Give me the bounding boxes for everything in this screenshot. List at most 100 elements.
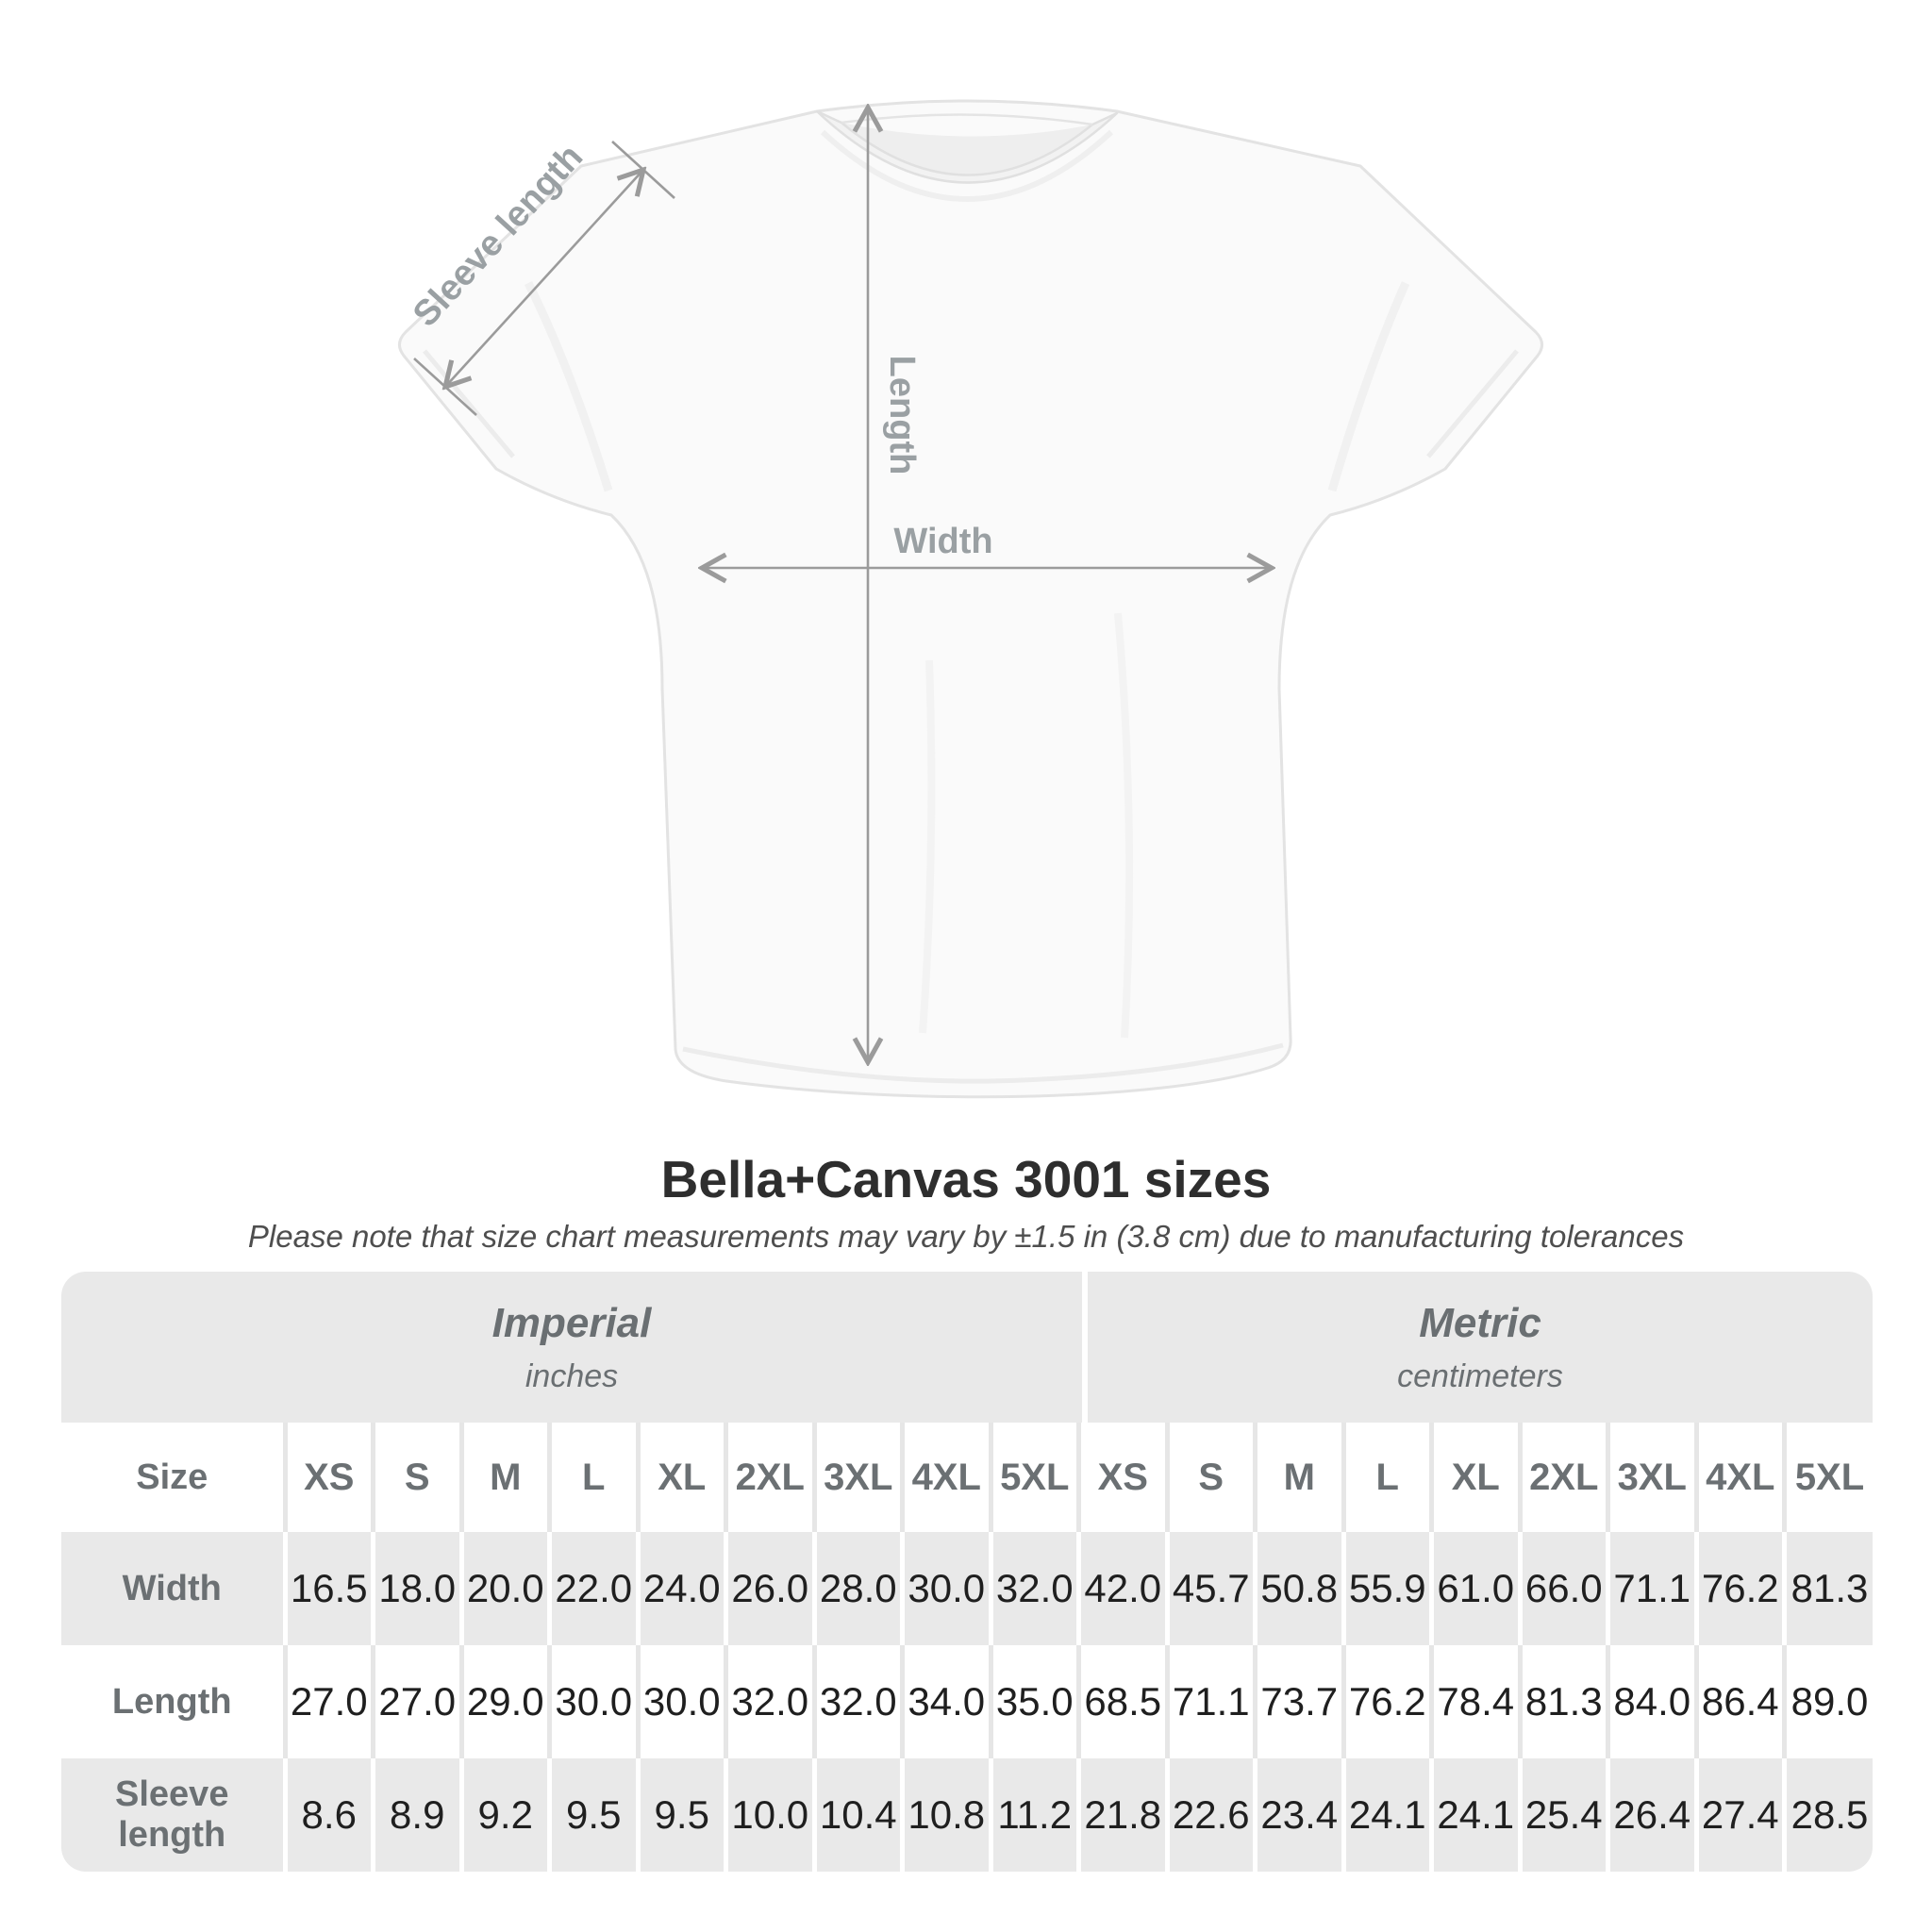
value-cell: 32.0 (724, 1645, 814, 1758)
size-cell: 2XL (724, 1423, 814, 1532)
table-row: Length 27.0 27.0 29.0 30.0 30.0 32.0 32.0 34.0 35… (61, 1645, 1873, 1758)
size-cell: 2XL (1517, 1423, 1608, 1532)
metric-label: Metric (1419, 1299, 1541, 1346)
size-cell: 4XL (900, 1423, 991, 1532)
value-cell: 81.3 (1517, 1645, 1608, 1758)
value-cell: 24.1 (1429, 1758, 1520, 1872)
size-cell: 5XL (988, 1423, 1079, 1532)
size-cell: L (547, 1423, 638, 1532)
row-label-cell: Length (61, 1645, 285, 1758)
value-cell: 22.6 (1164, 1758, 1256, 1872)
value-cell: 27.4 (1693, 1758, 1785, 1872)
value-cell: 71.1 (1606, 1532, 1696, 1645)
value-cell: 24.1 (1341, 1758, 1432, 1872)
value-cell: 8.6 (282, 1758, 374, 1872)
row-label-cell: Sleeve length (61, 1758, 285, 1872)
value-cell: 10.8 (900, 1758, 991, 1872)
value-cell: 76.2 (1341, 1645, 1432, 1758)
value-cell: 20.0 (458, 1532, 550, 1645)
value-cell: 25.4 (1517, 1758, 1608, 1872)
measurements-table: Size XS S M L XL 2XL 3XL 4XL 5XL XS S M L XL 2XL 3XL 4XL 5… (61, 1423, 1873, 1872)
value-cell: 55.9 (1341, 1532, 1432, 1645)
size-cell: S (371, 1423, 461, 1532)
value-cell: 9.2 (458, 1758, 550, 1872)
value-cell: 35.0 (988, 1645, 1079, 1758)
size-cell: 3XL (811, 1423, 903, 1532)
value-cell: 18.0 (371, 1532, 461, 1645)
size-cell: M (1253, 1423, 1343, 1532)
value-cell: 27.0 (371, 1645, 461, 1758)
size-column-header: Size (61, 1423, 285, 1532)
value-cell: 28.0 (811, 1532, 903, 1645)
unit-system-header-band: Imperial inches Metric centimeters (61, 1272, 1873, 1423)
value-cell: 45.7 (1164, 1532, 1256, 1645)
page-subtitle: Please note that size chart measurements… (247, 1219, 1685, 1254)
value-cell: 23.4 (1253, 1758, 1343, 1872)
size-cell: XS (282, 1423, 374, 1532)
value-cell: 28.5 (1782, 1758, 1873, 1872)
value-cell: 22.0 (547, 1532, 638, 1645)
value-cell: 50.8 (1253, 1532, 1343, 1645)
value-cell: 21.8 (1076, 1758, 1167, 1872)
sleeve-end-tick (611, 141, 675, 199)
size-cell: 5XL (1782, 1423, 1873, 1532)
value-cell: 66.0 (1517, 1532, 1608, 1645)
metric-header: Metric centimeters (1088, 1272, 1873, 1423)
tshirt-measurement-diagram: Sleeve length Length Width (398, 99, 1543, 1099)
value-cell: 32.0 (988, 1532, 1079, 1645)
value-cell: 78.4 (1429, 1645, 1520, 1758)
imperial-header: Imperial inches (61, 1272, 1082, 1423)
imperial-label: Imperial (491, 1299, 652, 1346)
value-cell: 30.0 (900, 1532, 991, 1645)
value-cell: 9.5 (547, 1758, 638, 1872)
value-cell: 10.4 (811, 1758, 903, 1872)
value-cell: 27.0 (282, 1645, 374, 1758)
row-label-cell: Width (61, 1532, 285, 1645)
bottom-hem-stitch (682, 1042, 1284, 1084)
size-cell: XL (1429, 1423, 1520, 1532)
size-cell: S (1164, 1423, 1256, 1532)
value-cell: 68.5 (1076, 1645, 1167, 1758)
value-cell: 9.5 (635, 1758, 726, 1872)
sleeve-length-arrow (413, 141, 675, 416)
value-cell: 26.0 (724, 1532, 814, 1645)
value-cell: 10.0 (724, 1758, 814, 1872)
value-cell: 8.9 (371, 1758, 461, 1872)
length-label: Length (882, 356, 922, 475)
size-cell: XL (635, 1423, 726, 1532)
imperial-unit-label: inches (525, 1357, 619, 1394)
value-cell: 73.7 (1253, 1645, 1343, 1758)
size-cell: M (458, 1423, 550, 1532)
size-cell: XS (1076, 1423, 1167, 1532)
value-cell: 42.0 (1076, 1532, 1167, 1645)
size-cell: L (1341, 1423, 1432, 1532)
value-cell: 71.1 (1164, 1645, 1256, 1758)
size-cell: 3XL (1606, 1423, 1696, 1532)
value-cell: 26.4 (1606, 1758, 1696, 1872)
size-header-row: Size XS S M L XL 2XL 3XL 4XL 5XL XS S M L XL 2XL 3XL 4XL 5… (61, 1423, 1873, 1532)
value-cell: 34.0 (900, 1645, 991, 1758)
table-row: Width 16.5 18.0 20.0 22.0 24.0 26.0 28.0 30.0 32.… (61, 1532, 1873, 1645)
value-cell: 16.5 (282, 1532, 374, 1645)
page-title: Bella+Canvas 3001 sizes (660, 1150, 1272, 1208)
section-divider (1082, 1272, 1088, 1423)
table-row: Sleeve length 8.6 8.9 9.2 9.5 9.5 10.0 10.4 10.8… (61, 1758, 1873, 1872)
value-cell: 86.4 (1693, 1645, 1785, 1758)
value-cell: 30.0 (547, 1645, 638, 1758)
value-cell: 11.2 (988, 1758, 1079, 1872)
metric-unit-label: centimeters (1397, 1357, 1563, 1394)
width-label: Width (893, 522, 992, 561)
value-cell: 24.0 (635, 1532, 726, 1645)
size-chart-table: Imperial inches Metric centimeters Size X… (61, 1272, 1873, 1872)
right-sleeve-hem (1426, 349, 1519, 458)
size-cell: 4XL (1693, 1423, 1785, 1532)
value-cell: 84.0 (1606, 1645, 1696, 1758)
value-cell: 76.2 (1693, 1532, 1785, 1645)
value-cell: 89.0 (1782, 1645, 1873, 1758)
left-sleeve-hem (423, 349, 515, 458)
sleeve-start-tick (413, 358, 477, 416)
value-cell: 61.0 (1429, 1532, 1520, 1645)
value-cell: 32.0 (811, 1645, 903, 1758)
value-cell: 81.3 (1782, 1532, 1873, 1645)
